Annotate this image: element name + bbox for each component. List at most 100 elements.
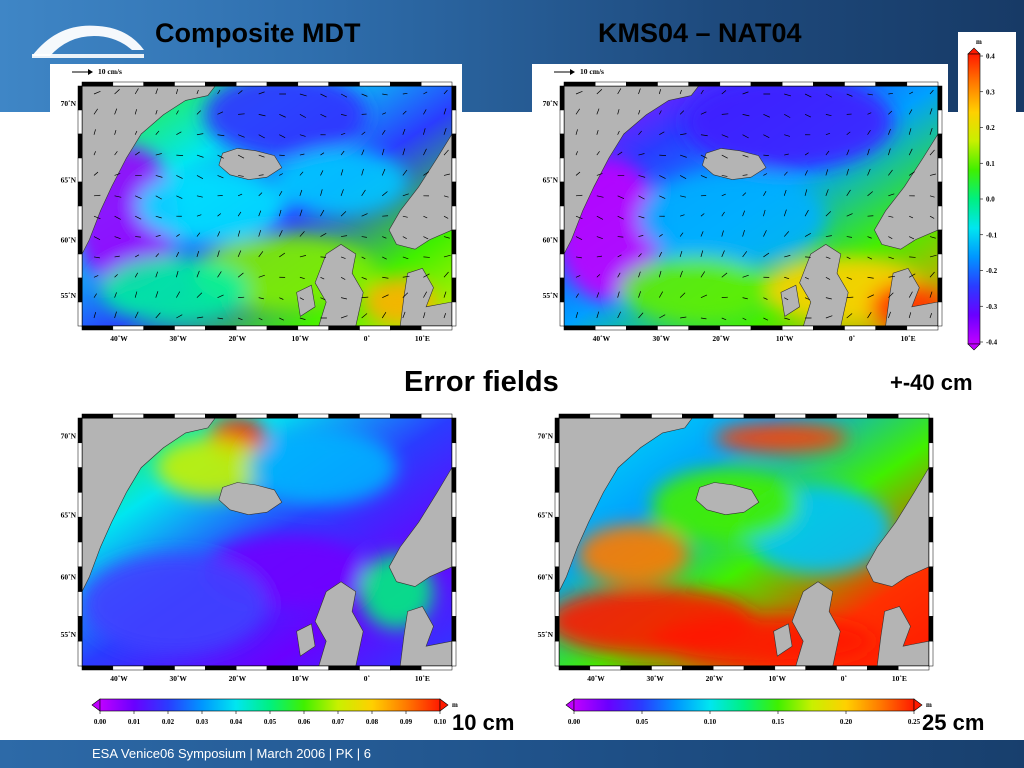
denmark-land [885, 268, 938, 326]
range-label-bottom-right: 25 cm [922, 710, 985, 735]
range-label-top: +-40 cm [890, 370, 973, 395]
lat-label: 70˚N [543, 99, 559, 108]
map-kms04-nat04: 70˚N 65˚N 60˚N 55˚N 40˚W 30˚W 20˚W 10˚W 0˚ 10˚E 10… [532, 64, 948, 354]
lon-label: 10˚W [769, 674, 787, 683]
lon-label: 30˚W [646, 674, 664, 683]
lat-label: 70˚N [61, 431, 77, 440]
colorbar-tick: 0.0 [986, 196, 995, 204]
lon-label: 0˚ [364, 674, 371, 683]
colorbar-tick: 0.04 [230, 718, 243, 726]
lat-label: 60˚N [61, 573, 77, 582]
colorbar-tick: 0.00 [568, 718, 581, 726]
colorbar-tick: 0.05 [264, 718, 277, 726]
colorbar-tick: -0.2 [986, 267, 998, 275]
lon-label: 10˚E [415, 334, 430, 343]
colorbar-unit: m [452, 701, 458, 709]
vertical-colorbar: m 0.4 0.3 0.2 0.1 0.0 -0.1 -0.2 -0.3 -0.4 [958, 32, 1016, 354]
ireland-land [296, 623, 316, 657]
iceland-land [695, 482, 760, 516]
lon-label: 0˚ [364, 334, 371, 343]
colorbar-tick: 0.02 [162, 718, 175, 726]
ireland-land [780, 284, 800, 317]
lon-label: 10˚W [776, 334, 794, 343]
colorbar-tick: 0.05 [636, 718, 649, 726]
lat-label: 55˚N [61, 630, 77, 639]
lat-label: 65˚N [538, 511, 554, 520]
title-kms04-nat04: KMS04 – NAT04 [598, 18, 802, 48]
colorbar-tick: 0.1 [986, 160, 995, 168]
lon-label: 10˚E [892, 674, 907, 683]
denmark-land [399, 606, 452, 666]
lat-label: 65˚N [61, 176, 77, 185]
colorbar-tick: 0.4 [986, 53, 995, 61]
lon-label: 20˚W [229, 674, 247, 683]
colorbar-tick: -0.1 [986, 231, 998, 239]
lon-label: 20˚W [712, 334, 730, 343]
colorbar-tick: 0.10 [704, 718, 717, 726]
velocity-scale-label: 10 cm/s [580, 67, 604, 76]
greenland-land [564, 86, 699, 255]
greenland-land [82, 418, 216, 592]
map-composite-mdt: 70˚N 65˚N 60˚N 55˚N 40˚W 30˚W 20˚W 10˚W 0˚ 10˚E 10… [50, 64, 462, 354]
footer-text: ESA Venice06 Symposium | March 2006 | PK… [92, 746, 371, 761]
colorbar-tick: -0.4 [986, 339, 998, 347]
map-error-composite: 70˚N 65˚N 60˚N 55˚N 40˚W 30˚W 20˚W 10˚W 0˚ 10˚E [50, 408, 462, 694]
colorbar-tick: 0.15 [772, 718, 785, 726]
colorbar-tick: 0.3 [986, 88, 995, 96]
lon-label: 10˚E [415, 674, 430, 683]
lat-label: 70˚N [538, 431, 554, 440]
lon-label: 10˚W [292, 674, 310, 683]
colorbar-tick: 0.25 [908, 718, 921, 726]
lat-label: 60˚N [543, 236, 559, 245]
britain-land [314, 581, 364, 666]
colorbar-tick: 0.10 [434, 718, 447, 726]
lon-label: 0˚ [841, 674, 848, 683]
ireland-land [296, 284, 316, 317]
colorbar-tick: 0.00 [94, 718, 107, 726]
scandinavia-land [865, 467, 929, 587]
map-error-kms04: 70˚N 65˚N 60˚N 55˚N 40˚W 30˚W 20˚W 10˚W 0˚ 10˚E [527, 408, 939, 694]
denmark-land [399, 268, 452, 326]
footer-bar: ESA Venice06 Symposium | March 2006 | PK… [0, 740, 1024, 768]
lon-label: 40˚W [587, 674, 605, 683]
lon-label: 40˚W [110, 674, 128, 683]
lat-label: 60˚N [61, 236, 77, 245]
esa-logo-icon [32, 25, 144, 58]
denmark-land [876, 606, 929, 666]
colorbar-error-composite: m 0.00 0.01 0.02 0.03 0.04 0.05 0.06 0.07 0.08 0.0… [91, 698, 458, 726]
lat-label: 65˚N [61, 511, 77, 520]
iceland-land [218, 148, 283, 180]
lon-label: 0˚ [849, 334, 856, 343]
colorbar-tick: 0.2 [986, 124, 995, 132]
greenland-land [82, 86, 216, 255]
colorbar-tick: 0.03 [196, 718, 209, 726]
lon-label: 10˚E [901, 334, 916, 343]
colorbar-tick: 0.08 [366, 718, 379, 726]
colorbar-tick: 0.20 [840, 718, 853, 726]
lon-label: 30˚W [169, 334, 187, 343]
lon-label: 20˚W [706, 674, 724, 683]
colorbar-tick: 0.09 [400, 718, 413, 726]
lon-label: 30˚W [652, 334, 670, 343]
lon-label: 40˚W [110, 334, 128, 343]
britain-land [314, 244, 364, 326]
colorbar-tick: -0.3 [986, 303, 998, 311]
colorbar-unit: m [926, 701, 932, 709]
ireland-land [773, 623, 793, 657]
lat-label: 55˚N [538, 630, 554, 639]
velocity-scale-label: 10 cm/s [98, 67, 122, 76]
colorbar-tick: 0.01 [128, 718, 141, 726]
lon-label: 40˚W [593, 334, 611, 343]
lat-label: 60˚N [538, 573, 554, 582]
colorbar-tick: 0.06 [298, 718, 311, 726]
title-composite-mdt: Composite MDT [155, 18, 361, 48]
iceland-land [702, 148, 767, 180]
iceland-land [218, 482, 283, 516]
lat-label: 65˚N [543, 176, 559, 185]
britain-land [791, 581, 841, 666]
greenland-land [559, 418, 693, 592]
lon-label: 20˚W [229, 334, 247, 343]
scandinavia-land [388, 467, 452, 587]
lon-label: 10˚W [292, 334, 310, 343]
britain-land [799, 244, 849, 326]
